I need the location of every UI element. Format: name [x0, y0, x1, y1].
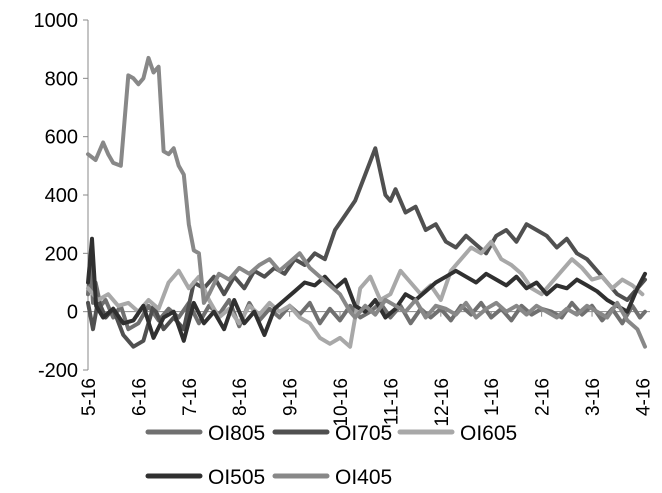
legend-item-oi705: OI705: [272, 422, 392, 445]
x-tick-label: 1-16: [482, 378, 503, 416]
x-tick-label: 4-16: [633, 378, 654, 416]
x-tick-label: 6-16: [129, 378, 150, 416]
x-tick-label: 11-16: [381, 378, 402, 425]
x-tick-label: 5-16: [79, 378, 100, 416]
y-tick-label: -200: [38, 360, 78, 382]
legend-item-oi805: OI805: [145, 422, 265, 445]
y-axis: -200 0 200 400 600 800 1000: [34, 10, 89, 382]
series-line-oi805: [86, 260, 647, 332]
x-tick-label: 12-16: [432, 378, 453, 427]
x-axis: 5-16 6-16 7-16 8-16 9-16 10-16 11-16 12-16 1-16 2…: [79, 311, 654, 427]
y-tick-label: 400: [45, 185, 78, 207]
y-tick-label: 200: [45, 243, 78, 265]
legend-label: OI605: [460, 422, 517, 445]
legend-label: OI405: [335, 466, 392, 489]
series-layer: [86, 55, 647, 349]
legend-item-oi605: OI605: [397, 422, 517, 445]
y-tick-label: 800: [45, 68, 78, 90]
legend-item-oi505: OI505: [145, 466, 265, 489]
y-tick-label: 600: [45, 127, 78, 149]
legend: OI805 OI705 OI605 OI505 OI405: [145, 422, 517, 489]
legend-item-oi405: OI405: [272, 466, 392, 489]
x-tick-label: 2-16: [533, 378, 554, 416]
y-tick-label: 1000: [34, 10, 79, 32]
legend-label: OI505: [208, 466, 265, 489]
x-tick-label: 8-16: [230, 378, 251, 416]
legend-label: OI805: [208, 422, 265, 445]
x-tick-label: 9-16: [281, 378, 302, 416]
x-tick-label: 10-16: [331, 378, 352, 427]
series-line-oi505: [86, 236, 647, 343]
series-line-oi705: [86, 146, 647, 349]
series-line-oi405: [86, 55, 647, 349]
y-tick-label: 0: [67, 302, 78, 324]
x-tick-label: 3-16: [583, 378, 604, 416]
legend-label: OI705: [335, 422, 392, 445]
series-line-oi605: [86, 239, 645, 349]
x-tick-label: 7-16: [180, 378, 201, 416]
